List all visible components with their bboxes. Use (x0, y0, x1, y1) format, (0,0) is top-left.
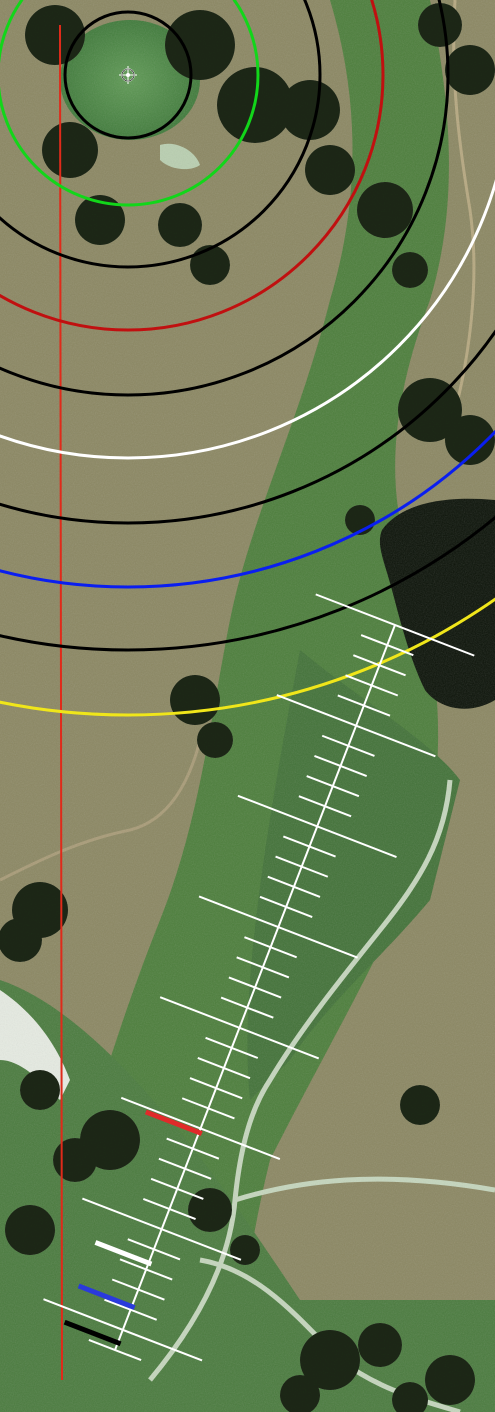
distance-ring-9 (0, 515, 495, 652)
ladder-tick (275, 855, 329, 878)
distance-ring-8 (0, 429, 495, 589)
yardage-ladder (43, 593, 475, 1362)
distance-ring-5 (0, 0, 450, 397)
ladder-tick (314, 754, 368, 777)
bunker-sand (0, 990, 70, 1100)
distance-ring-10 (0, 597, 495, 717)
distance-ring-7 (0, 329, 495, 525)
water-hazard (379, 498, 495, 709)
ladder-tick (197, 1057, 251, 1080)
ladder-tick (43, 1298, 203, 1362)
cart-path-branch (234, 1176, 495, 1203)
bunker-sand-green (160, 143, 200, 170)
tee-marker-4 (63, 1319, 122, 1347)
distance-ring-1 (63, 10, 193, 140)
distance-ring-4 (0, 0, 385, 332)
ladder-tick (220, 996, 274, 1019)
ladder-tick (159, 996, 320, 1060)
tee-marker-2 (94, 1240, 153, 1267)
ladder-tick (337, 694, 391, 717)
ladder-tick (345, 674, 399, 697)
ladder-tick (158, 1157, 212, 1180)
ladder-tick (111, 1278, 165, 1301)
ladder-tick (120, 1096, 281, 1161)
ladder-tick (189, 1077, 243, 1100)
ladder-tick (282, 835, 336, 858)
ladder-tick (244, 936, 298, 959)
ladder-tick (198, 895, 358, 959)
crosshair-pin-icon[interactable] (119, 66, 137, 84)
ladder-tick (276, 694, 436, 758)
ladder-tick (142, 1198, 196, 1221)
ladder-tick (82, 1197, 242, 1261)
ladder-tick (267, 875, 321, 898)
ladder-tick (166, 1137, 220, 1160)
distance-ring-6 (0, 178, 495, 460)
ladder-tick (236, 956, 290, 979)
ladder-tick (150, 1177, 204, 1200)
ladder-tick (259, 895, 313, 918)
distance-ring-3 (0, 0, 322, 269)
ladder-tick (104, 1298, 158, 1321)
tee-marker-3 (77, 1283, 136, 1310)
ladder-tick (352, 654, 406, 677)
distance-ring-2 (0, 0, 260, 207)
ladder-tick (205, 1036, 259, 1059)
distance-rings (0, 0, 495, 717)
ladder-tick (360, 634, 414, 657)
fairway-right (247, 650, 460, 1100)
ladder-tick (321, 734, 375, 757)
tee-marker-1 (144, 1109, 203, 1136)
ladder-tick (298, 795, 352, 818)
dirt-track-left (0, 739, 202, 882)
ladder-tick (306, 775, 360, 798)
ladder-tick (88, 1338, 142, 1362)
ladder-tick (127, 1238, 181, 1261)
trees-layer (0, 3, 495, 1412)
ladder-tick (181, 1097, 235, 1120)
ladder-tick (237, 794, 397, 858)
ladder-tick (119, 1258, 173, 1281)
guide-line (59, 24, 63, 1381)
ladder-tick (228, 976, 282, 999)
ladder-tick (315, 593, 475, 657)
